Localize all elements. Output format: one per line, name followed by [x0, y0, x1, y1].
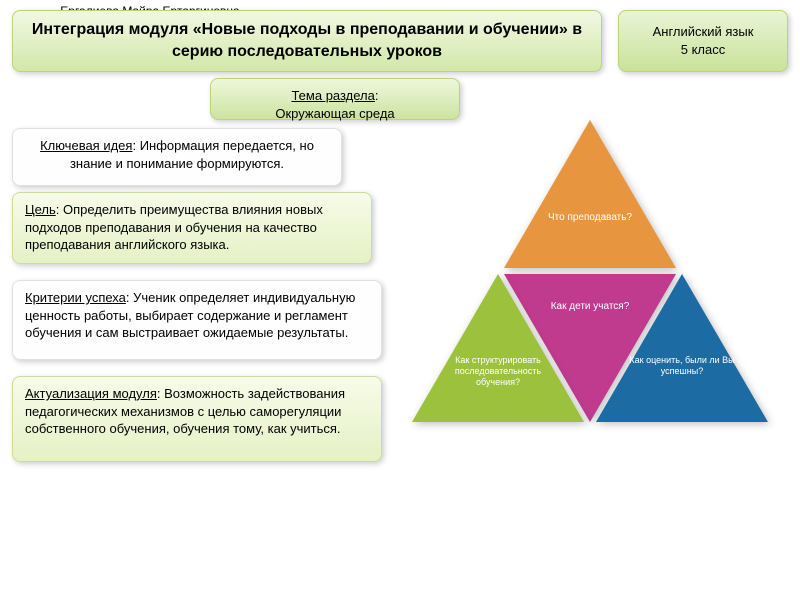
criteria-box: Критерии успеха: Ученик определяет индив…: [12, 280, 382, 360]
goal-content: Определить преимущества влияния новых по…: [25, 202, 323, 252]
topic-box: Тема раздела: Окружающая среда: [210, 78, 460, 120]
criteria-label: Критерии успеха: [25, 290, 126, 305]
pyramid-left-triangle: [412, 274, 584, 422]
idea-box: Ключевая идея: Информация передается, но…: [12, 128, 342, 186]
goal-box: Цель: Определить преимущества влияния но…: [12, 192, 372, 264]
subject-box: Английский язык 5 класс: [618, 10, 788, 72]
pyramid-top-label: Что преподавать?: [530, 212, 650, 224]
pyramid-top-triangle: [504, 120, 676, 268]
actual-box: Актуализация модуля: Возможность задейст…: [12, 376, 382, 462]
pyramid-left-label: Как структурировать последовательность о…: [438, 355, 558, 387]
subject-line2: 5 класс: [681, 41, 726, 59]
topic-content: Окружающая среда: [275, 106, 394, 121]
topic-label: Тема раздела: [291, 88, 374, 103]
idea-label: Ключевая идея: [40, 138, 132, 153]
actual-label: Актуализация модуля: [25, 386, 157, 401]
subject-line1: Английский язык: [653, 23, 754, 41]
pyramid-right-triangle: [596, 274, 768, 422]
pyramid-diagram: Что преподавать? Как дети учатся? Как ст…: [400, 120, 780, 460]
goal-label: Цель: [25, 202, 56, 217]
header-title: Интеграция модуля «Новые подходы в препо…: [25, 19, 589, 62]
header-box: Интеграция модуля «Новые подходы в препо…: [12, 10, 602, 72]
pyramid-right-label: Как оценить, были ли Вы успешны?: [622, 355, 742, 377]
